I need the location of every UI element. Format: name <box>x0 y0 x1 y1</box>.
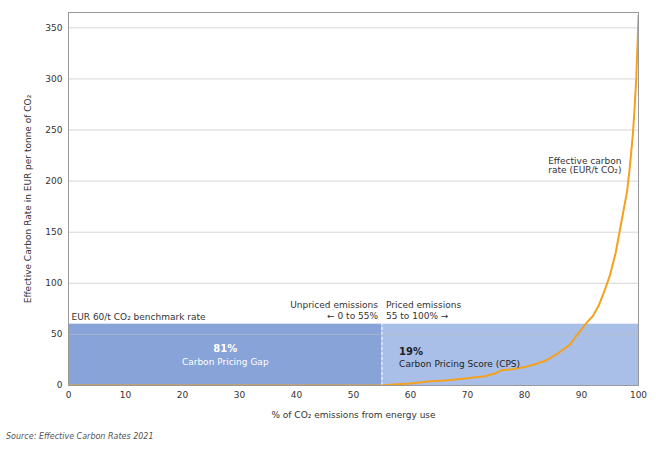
svg-text:81%: 81% <box>213 343 237 354</box>
svg-text:200: 200 <box>45 176 62 186</box>
svg-text:0: 0 <box>57 380 63 390</box>
svg-text:90: 90 <box>576 390 588 400</box>
svg-text:100: 100 <box>45 278 62 288</box>
svg-text:350: 350 <box>45 23 62 33</box>
svg-text:150: 150 <box>45 227 62 237</box>
svg-text:Carbon Pricing Gap: Carbon Pricing Gap <box>182 357 269 367</box>
svg-text:70: 70 <box>462 390 474 400</box>
svg-text:19%: 19% <box>399 346 423 357</box>
svg-text:Unpriced emissions: Unpriced emissions <box>290 300 378 310</box>
html-text:Source: Effective Carbon Rates: Source: Effective Carbon Rates 2021 <box>6 432 154 441</box>
svg-text:40: 40 <box>291 390 303 400</box>
svg-text:30: 30 <box>234 390 246 400</box>
svg-text:50: 50 <box>51 329 63 339</box>
svg-text:EUR 60/t CO₂ benchmark rate: EUR 60/t CO₂ benchmark rate <box>72 312 207 322</box>
svg-text:50: 50 <box>348 390 360 400</box>
svg-text:% of CO₂ emissions from energy: % of CO₂ emissions from energy use <box>271 410 436 420</box>
svg-text:0: 0 <box>66 390 72 400</box>
svg-text:Priced emissions: Priced emissions <box>386 300 461 310</box>
svg-text:Effective carbonrate (EUR/t CO: Effective carbonrate (EUR/t CO₂) <box>548 156 621 175</box>
svg-text:10: 10 <box>120 390 132 400</box>
svg-text:Carbon Pricing Score (CPS): Carbon Pricing Score (CPS) <box>399 359 520 369</box>
svg-text:80: 80 <box>519 390 531 400</box>
svg-text:300: 300 <box>45 74 62 84</box>
svg-text:100: 100 <box>630 390 647 400</box>
svg-text:55 to 100% →: 55 to 100% → <box>386 311 449 321</box>
svg-text:Effective Carbon Rate in EUR p: Effective Carbon Rate in EUR per tonne o… <box>23 94 33 303</box>
svg-text:60: 60 <box>405 390 417 400</box>
svg-text:20: 20 <box>177 390 189 400</box>
svg-text:← 0 to 55%: ← 0 to 55% <box>327 311 378 321</box>
svg-text:250: 250 <box>45 125 62 135</box>
